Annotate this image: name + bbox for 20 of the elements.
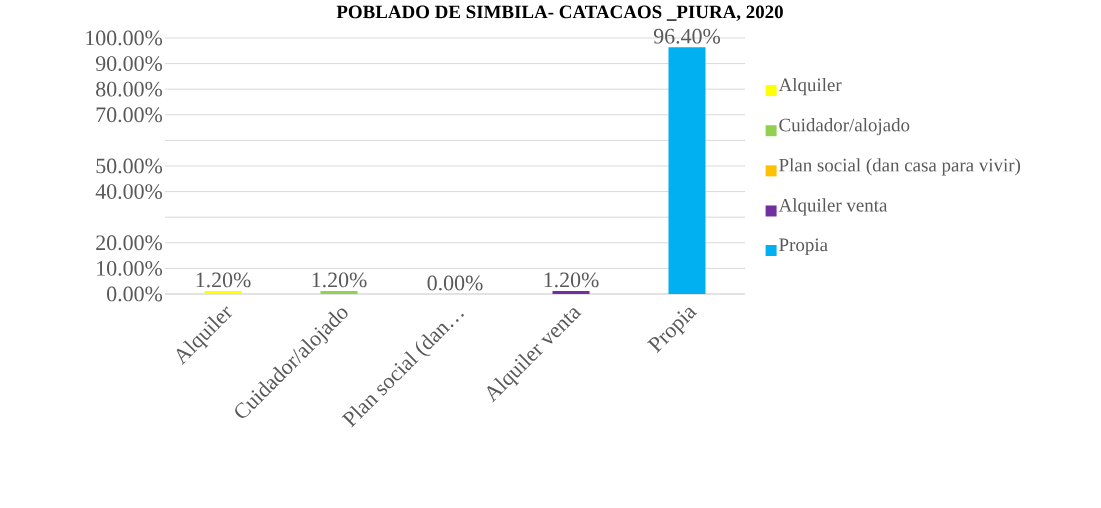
legend-label: Alquiler xyxy=(778,77,842,96)
y-tick-label: 20.00% xyxy=(96,235,163,251)
data-label: 1.20% xyxy=(544,272,599,288)
data-label: 0.00% xyxy=(427,275,483,291)
data-label: 1.20% xyxy=(196,272,251,288)
data-label: 1.20% xyxy=(312,272,367,288)
y-tick-label: 40.00% xyxy=(95,184,163,200)
y-tick-label: 100.00% xyxy=(86,30,163,46)
y-tick-label: 0.00% xyxy=(107,286,163,302)
legend-label: Cuidador/alojado xyxy=(779,118,910,136)
y-tick-label: 80.00% xyxy=(96,81,163,97)
y-tick-label: 90.00% xyxy=(95,56,163,72)
data-label: 96.40% xyxy=(653,28,721,44)
chart-title: POBLADO DE SIMBILA- CATACAOS _PIURA, 2020 xyxy=(336,5,783,22)
legend-label: Alquiler venta xyxy=(778,198,888,216)
legend-label: Plan social (dan casa para vivir) xyxy=(779,158,1021,176)
y-tick-label: 10.00% xyxy=(97,260,163,276)
y-tick-label: 50.00% xyxy=(96,158,163,174)
legend-label: Propia xyxy=(779,238,828,256)
y-tick-label: 70.00% xyxy=(96,107,163,123)
